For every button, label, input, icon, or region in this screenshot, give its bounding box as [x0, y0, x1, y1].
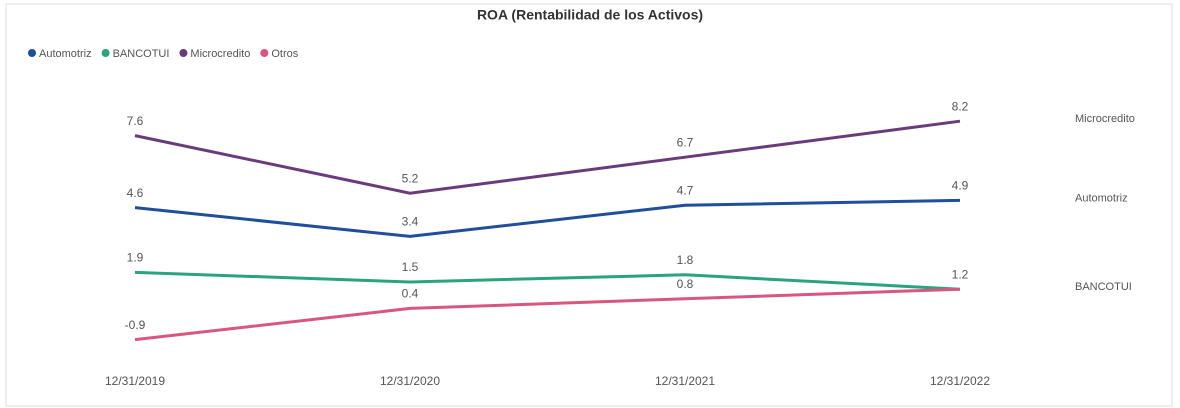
data-label: 8.2: [952, 99, 969, 113]
series-line: [134, 198, 961, 238]
x-tick-label: 12/31/2022: [930, 374, 990, 388]
data-label: -0.9: [125, 318, 146, 332]
data-label: 6.7: [677, 135, 694, 149]
data-label: 7.6: [127, 114, 144, 128]
end-label: Microcredito: [1075, 113, 1135, 125]
series-line: [134, 270, 961, 291]
data-label: 0.4: [402, 287, 419, 301]
data-label: 1.5: [402, 260, 419, 274]
data-label: 5.2: [402, 171, 419, 185]
frame: [5, 3, 1173, 407]
x-tick-label: 12/31/2020: [380, 374, 440, 388]
x-tick-label: 12/31/2021: [655, 374, 715, 388]
chart-title: ROA (Rentabilidad de los Activos): [477, 7, 703, 23]
legend-label: Automotriz: [39, 48, 92, 60]
series-line: [134, 119, 961, 195]
data-label: 4.6: [127, 186, 144, 200]
legend-label: BANCOTUI: [113, 48, 170, 60]
data-label: 3.4: [402, 215, 419, 229]
legend-swatch: [179, 49, 188, 57]
legend-label: Microcredito: [190, 48, 250, 60]
legend-label: Otros: [271, 48, 298, 60]
legend-swatch: [28, 49, 36, 57]
data-label: 1.9: [127, 251, 144, 265]
data-label: 4.9: [952, 179, 969, 193]
data-label: 1.8: [677, 253, 694, 267]
data-label: 4.7: [677, 183, 694, 197]
data-label: 1.2: [952, 267, 969, 281]
end-label: Automotriz: [1075, 192, 1128, 204]
data-label: 0.8: [677, 277, 694, 291]
end-label: BANCOTUI: [1075, 281, 1132, 293]
x-tick-label: 12/31/2019: [105, 374, 165, 388]
series-line: [134, 287, 961, 342]
legend-swatch: [260, 49, 269, 57]
legend-swatch: [101, 49, 110, 57]
